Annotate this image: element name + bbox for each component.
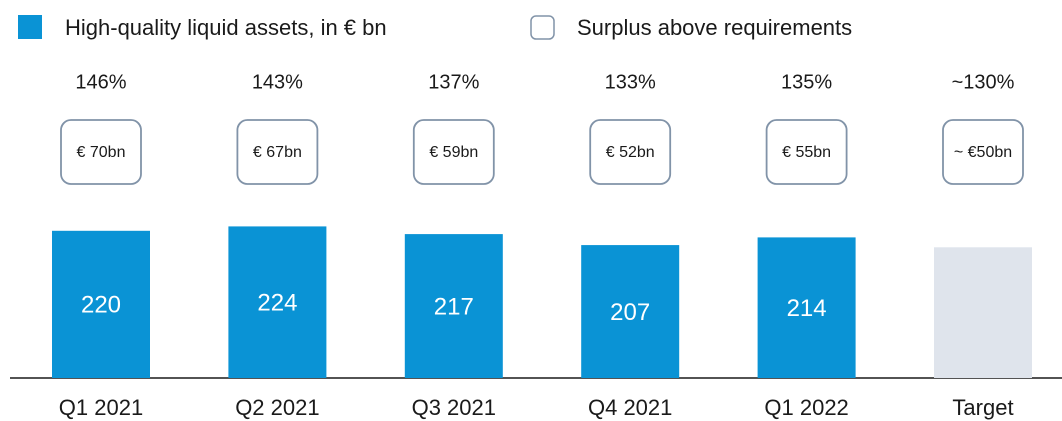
ratio-label: 135%	[781, 71, 832, 93]
legend-label: Surplus above requirements	[577, 15, 852, 40]
ratio-label: 133%	[605, 71, 656, 93]
value-label: 217	[434, 293, 474, 320]
ratio-label: 146%	[75, 71, 126, 93]
bar	[228, 226, 327, 378]
surplus-label: € 70bn	[77, 144, 126, 161]
x-tick-label: Q3 2021	[412, 395, 496, 420]
ratio-label: 137%	[428, 71, 479, 93]
surplus-box	[236, 119, 319, 185]
ratio-label: ~130%	[952, 71, 1015, 93]
surplus-label: € 59bn	[429, 144, 478, 161]
value-label: 220	[81, 292, 121, 319]
ratio-label: 143%	[252, 71, 303, 93]
x-tick-label: Q2 2021	[235, 395, 319, 420]
surplus-box	[60, 119, 142, 185]
legend-swatch	[530, 15, 555, 40]
bar	[934, 247, 1032, 378]
legend-swatch	[18, 15, 42, 39]
surplus-box	[412, 119, 495, 185]
value-label: 224	[257, 290, 297, 317]
bar	[404, 234, 503, 378]
surplus-box	[589, 119, 672, 185]
legend-label: High-quality liquid assets, in € bn	[65, 15, 387, 40]
surplus-box	[942, 119, 1024, 185]
surplus-label: € 67bn	[253, 144, 302, 161]
value-label: 207	[610, 299, 650, 326]
x-tick-label: Q1 2022	[764, 395, 848, 420]
bar	[52, 230, 150, 378]
x-tick-label: Target	[952, 395, 1013, 420]
bar	[757, 237, 856, 378]
bar	[581, 245, 680, 378]
x-tick-label: Q1 2021	[59, 395, 143, 420]
value-label: 214	[787, 295, 827, 322]
surplus-label: € 55bn	[782, 144, 831, 161]
surplus-label: € 52bn	[606, 144, 655, 161]
surplus-box	[765, 119, 848, 185]
surplus-label: ~ €50bn	[954, 144, 1012, 161]
x-tick-label: Q4 2021	[588, 395, 672, 420]
